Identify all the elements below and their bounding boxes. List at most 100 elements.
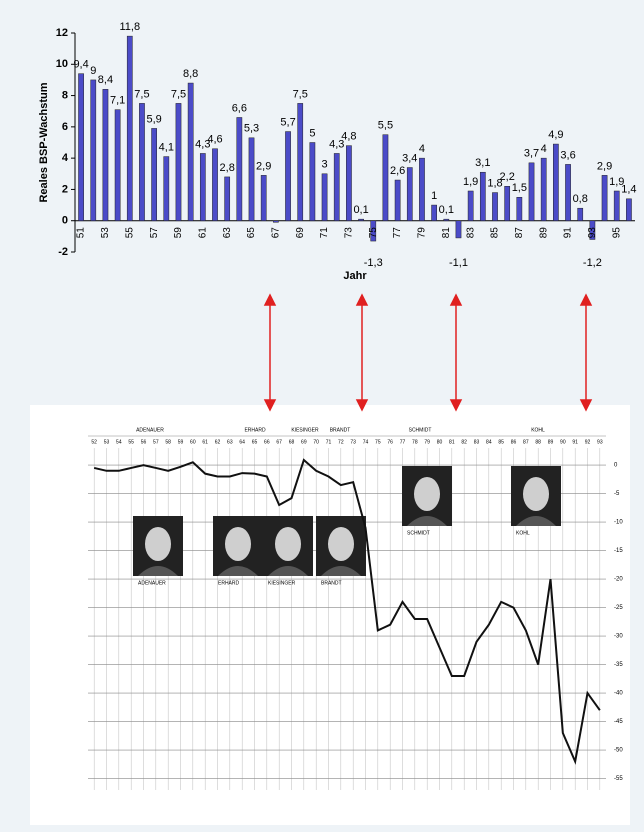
y-tick-label: 4 — [62, 152, 69, 164]
bar — [516, 197, 523, 221]
y-tick-label: 2 — [62, 183, 68, 195]
value-label: 3,1 — [475, 157, 490, 169]
chancellor-label: SCHMIDT — [409, 427, 432, 433]
value-label: 1,8 — [487, 177, 502, 189]
x-tick-label: 52 — [91, 439, 97, 445]
bar — [212, 148, 218, 221]
value-label: 7,5 — [134, 88, 149, 100]
bar — [175, 103, 182, 221]
y-tick-label: -40 — [614, 691, 623, 697]
y-tick-label: -10 — [614, 520, 623, 526]
value-label: 1,9 — [463, 176, 478, 188]
x-tick-label: 75 — [375, 439, 381, 445]
x-tick-label: 76 — [387, 439, 393, 445]
y-tick-label: 8 — [62, 89, 68, 101]
x-tick-label: 83 — [474, 439, 480, 445]
x-tick-label: 80 — [437, 439, 443, 445]
bar — [626, 198, 632, 221]
value-label: 4 — [419, 143, 425, 155]
chancellor-label: KIESINGER — [291, 427, 319, 433]
value-label: 0,1 — [353, 204, 368, 216]
x-tick-label: 87 — [523, 439, 529, 445]
portrait-suit — [218, 566, 258, 576]
bar — [90, 79, 97, 221]
x-tick-label: 93 — [587, 227, 598, 239]
bar — [163, 156, 170, 221]
value-label: 1,5 — [512, 182, 527, 194]
bar — [114, 109, 121, 221]
x-tick-label: 59 — [173, 227, 184, 239]
x-tick-label: 69 — [301, 439, 307, 445]
bar — [102, 89, 109, 221]
value-label: 2,8 — [220, 162, 235, 174]
value-label: 3 — [322, 159, 328, 171]
y-tick-label: 6 — [62, 121, 68, 133]
bar — [370, 220, 377, 242]
x-tick-label: 54 — [116, 439, 122, 445]
value-label: 3,6 — [560, 149, 575, 161]
x-tick-label: 72 — [338, 439, 344, 445]
value-label: 4,3 — [329, 138, 344, 150]
bar — [577, 207, 584, 221]
x-tick-label: 85 — [490, 227, 501, 239]
bar — [492, 192, 498, 221]
x-tick-label: 63 — [222, 227, 233, 239]
value-label: 3,7 — [524, 148, 539, 160]
x-tick-label: 93 — [597, 439, 603, 445]
value-label: 4,6 — [207, 134, 222, 146]
x-tick-label: 89 — [548, 439, 554, 445]
value-label: 7,5 — [171, 88, 186, 100]
y-tick-label: -30 — [614, 634, 623, 640]
chancellor-label: ADENAUER — [136, 427, 164, 433]
x-tick-label: 83 — [465, 227, 476, 239]
value-label: -1,2 — [583, 257, 602, 269]
x-tick-label: 59 — [178, 439, 184, 445]
x-tick-label: 92 — [585, 439, 591, 445]
bar — [455, 220, 462, 239]
x-tick-label: 56 — [141, 439, 147, 445]
x-tick-label: 88 — [535, 439, 541, 445]
bar — [467, 190, 474, 221]
x-tick-label: 71 — [326, 439, 332, 445]
bar — [479, 171, 486, 221]
x-tick-label: 78 — [412, 439, 418, 445]
bar — [78, 73, 84, 221]
x-tick-label: 95 — [611, 227, 622, 239]
portrait-label: ADENAUER — [138, 580, 166, 586]
x-tick-label: 91 — [572, 439, 578, 445]
bar — [224, 176, 231, 221]
value-label: 8,8 — [183, 68, 198, 80]
y-tick-label: 0 — [614, 463, 618, 469]
value-label: 9 — [90, 65, 96, 77]
portrait-label: KOHL — [516, 530, 530, 536]
x-tick-label: 75 — [368, 227, 379, 239]
value-label: 2,9 — [597, 160, 612, 172]
bar — [309, 142, 316, 221]
arrows — [263, 293, 593, 412]
y-tick-label: -35 — [614, 662, 623, 668]
y-tick-label: -45 — [614, 719, 623, 725]
bar — [260, 175, 267, 221]
portrait-face — [225, 527, 251, 561]
bar — [553, 143, 559, 221]
portrait-suit — [407, 516, 447, 526]
value-label: 5,5 — [378, 120, 393, 132]
bar — [406, 167, 413, 221]
x-tick-label: 90 — [560, 439, 566, 445]
value-label: 5 — [309, 127, 315, 139]
x-tick-label: 58 — [165, 439, 171, 445]
y-tick-label: -5 — [614, 491, 620, 497]
portrait-label: BRANDT — [321, 580, 342, 586]
x-tick-label: 64 — [239, 439, 245, 445]
x-tick-label: 74 — [363, 439, 369, 445]
x-tick-label: 79 — [424, 439, 430, 445]
value-label: 8,4 — [98, 74, 113, 86]
y-tick-label: -50 — [614, 748, 623, 754]
x-tick-label: 67 — [276, 439, 282, 445]
bar — [199, 153, 206, 221]
x-tick-label: 79 — [417, 227, 428, 239]
value-label: 3,4 — [402, 152, 417, 164]
x-tick-label: 86 — [511, 439, 517, 445]
x-tick-label: 51 — [76, 227, 87, 239]
x-tick-label: 57 — [149, 227, 160, 239]
